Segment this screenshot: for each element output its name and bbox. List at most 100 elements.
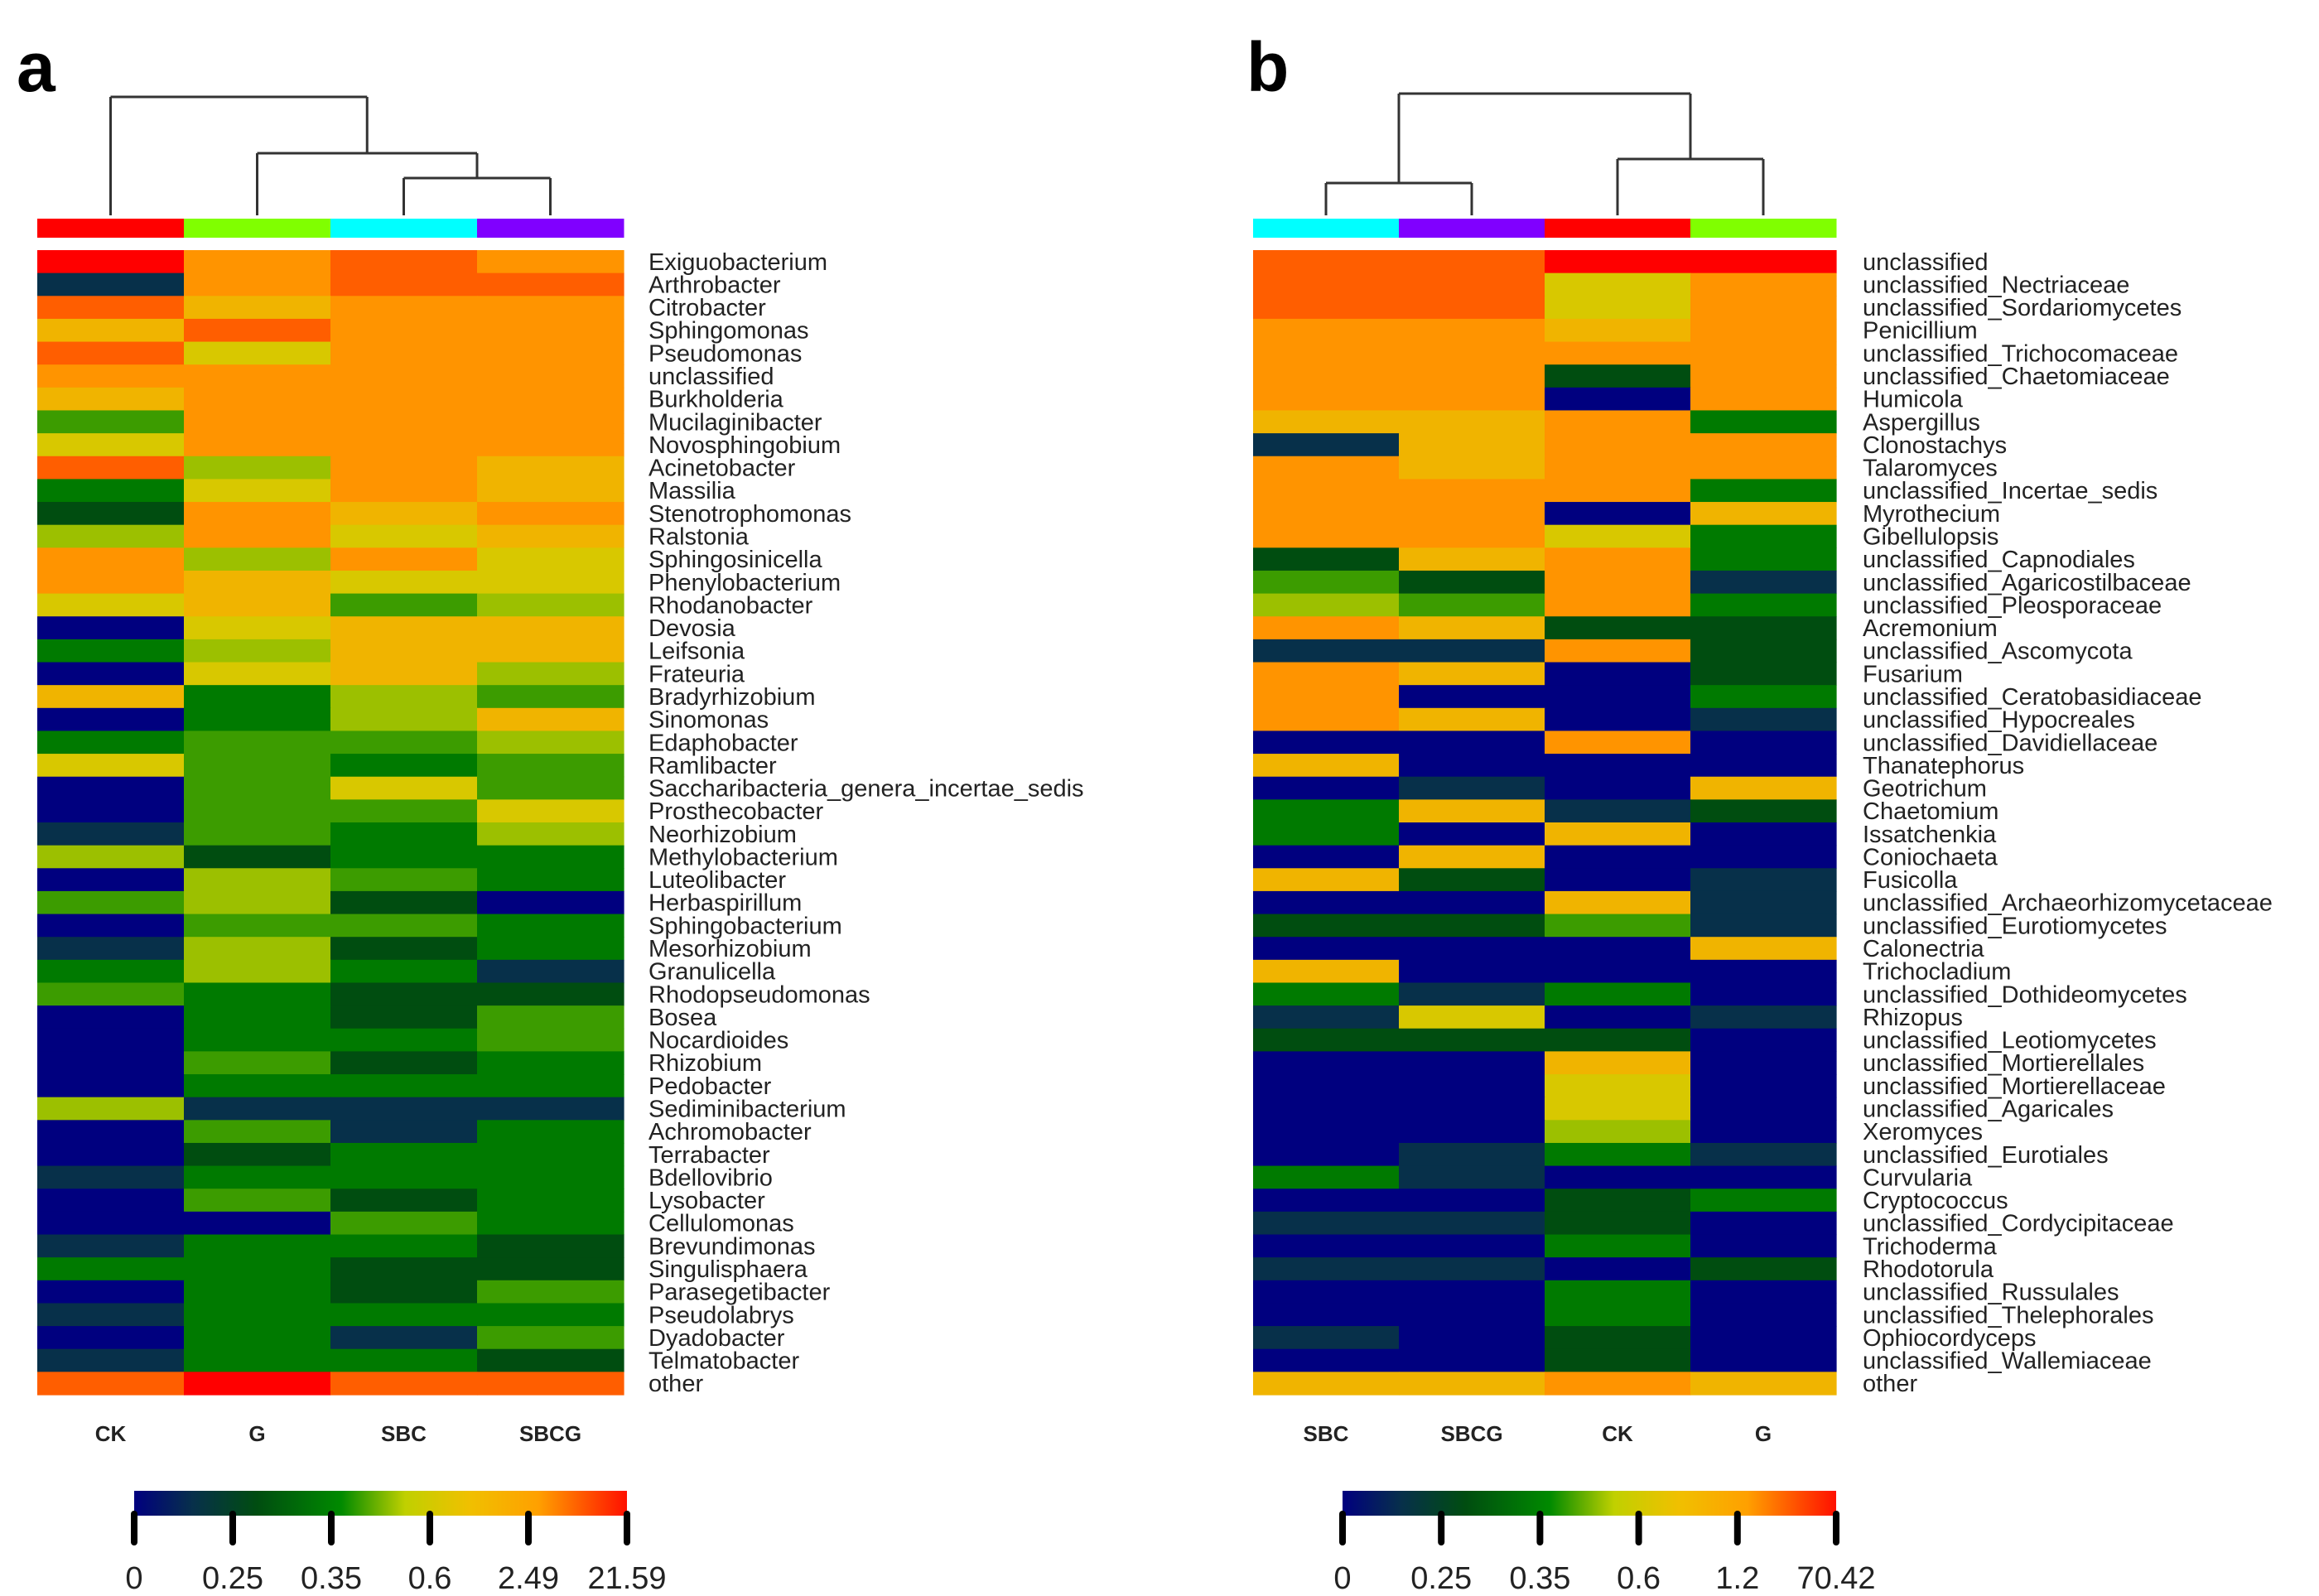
heatmap-cell [184,1211,331,1236]
heatmap-cell [1545,890,1691,915]
heatmap-cell [330,1303,478,1327]
heatmap-cell [477,410,624,434]
heatmap-cell [184,639,331,663]
heatmap-cell [1690,524,1837,548]
heatmap-cell [184,524,331,548]
heatmap-cell [37,707,185,732]
heatmap-cell [1545,1257,1691,1281]
row-label: Issatchenkia [1863,822,1997,848]
heatmap-cell [1690,1120,1837,1144]
heatmap-cell [1399,959,1545,984]
heatmap-cell [1545,616,1691,640]
heatmap-cell [1399,1257,1545,1281]
row-label: Bosea [648,1005,717,1031]
row-label: Sphingomonas [648,318,808,345]
row-label: Novosphingobium [648,432,841,459]
heatmap-cell [330,296,478,320]
heatmap-cell [184,1257,331,1281]
heatmap-cell [1253,1074,1400,1098]
heatmap-cell [330,1211,478,1236]
heatmap-cell [1399,410,1545,434]
heatmap-cell [1399,707,1545,732]
heatmap-cell [1690,982,1837,1006]
heatmap-cell [37,662,185,686]
row-label: Ophiocordyceps [1863,1325,2037,1352]
row-label: Talaromyces [1863,456,1998,482]
heatmap-cell [330,593,478,617]
heatmap-cell [1545,433,1691,457]
heatmap-cell [184,1372,331,1396]
column-group-bar-sbcg [1399,219,1545,238]
heatmap-cell [1690,570,1837,595]
heatmap-cell [1253,707,1400,732]
row-label: Sphingobacterium [648,913,842,939]
heatmap-cell [1399,1028,1545,1052]
row-label: Achromobacter [648,1119,812,1145]
heatmap-cell [1399,730,1545,755]
heatmap-cell [477,502,624,526]
heatmap-cell [1399,524,1545,548]
heatmap-cell [330,730,478,755]
heatmap-cell [477,982,624,1006]
heatmap-cell [1690,754,1837,778]
row-label: Bdellovibrio [648,1164,773,1191]
heatmap-cell [1399,890,1545,915]
heatmap-cell [1253,1303,1400,1327]
row-label: Sinomonas [648,707,769,734]
heatmap-cells [1253,250,1837,1396]
heatmap-cell [184,479,331,503]
heatmap-cell [1253,1280,1400,1304]
heatmap-cell [184,1348,331,1372]
column-dendrogram [109,95,552,215]
heatmap-cell [477,914,624,938]
heatmap-cell [37,272,185,297]
row-label: Rhodopseudomonas [648,981,870,1008]
heatmap-cell [1545,914,1691,938]
heatmap-cell [1545,479,1691,503]
heatmap-cell [1399,1189,1545,1213]
heatmap-cell [37,1303,185,1327]
heatmap-cell [1690,1257,1837,1281]
heatmap-cell [1399,433,1545,457]
heatmap-cell [330,1326,478,1350]
heatmap-cell [1399,662,1545,686]
row-label: Rhizopus [1863,1005,1963,1031]
heatmap-cell [477,730,624,755]
heatmap-cell [1253,341,1400,365]
heatmap-cell [1690,387,1837,412]
heatmap-cell [477,1074,624,1098]
heatmap-cell [1545,250,1691,274]
heatmap-cell [1253,1142,1400,1167]
heatmap-cell [37,1280,185,1304]
row-label: Fusicolla [1863,867,1958,894]
column-label: G [1755,1421,1772,1446]
heatmap-cell [1545,593,1691,617]
heatmap-cell [1545,1303,1691,1327]
heatmap-cell [477,570,624,595]
row-label: Acremonium [1863,615,1998,642]
heatmap-cell [1545,685,1691,709]
heatmap-cell [37,959,185,984]
heatmap-cell [1253,1348,1400,1372]
heatmap-cell [330,1372,478,1396]
row-label: Coniochaeta [1863,844,1998,870]
heatmap-cell [184,1074,331,1098]
heatmap-cell [330,1142,478,1167]
heatmap-cell [477,341,624,365]
heatmap-cell [330,845,478,869]
heatmap-cell [1253,410,1400,434]
row-label: unclassified_Wallemiaceae [1863,1348,2152,1375]
heatmap-cell [37,754,185,778]
row-label: Phenylobacterium [648,570,841,596]
heatmap-cell [1690,410,1837,434]
heatmap-cell [330,272,478,297]
row-label: Penicillium [1863,318,1978,345]
row-label: Trichocladium [1863,959,2011,986]
row-label: Calonectria [1863,936,1985,962]
heatmap-cell [1690,914,1837,938]
heatmap-cell [1399,1280,1545,1304]
heatmap-cell [1399,1303,1545,1327]
heatmap-cell [1253,868,1400,892]
heatmap-cell [330,754,478,778]
row-label: Cryptococcus [1863,1188,2008,1214]
